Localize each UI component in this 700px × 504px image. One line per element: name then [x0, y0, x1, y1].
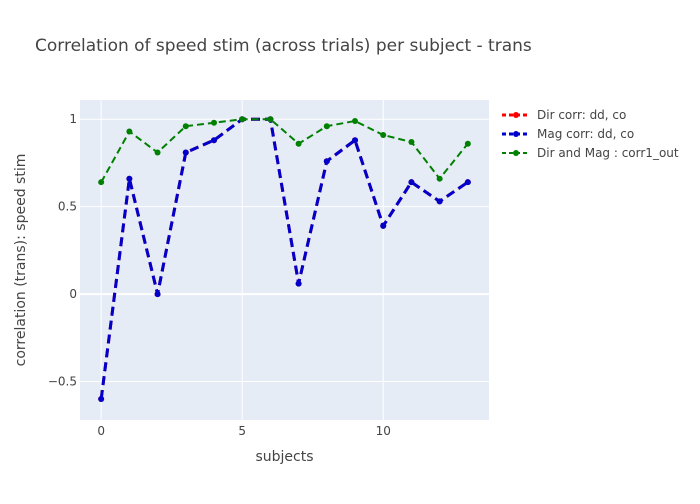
series-3-point[interactable]: [182, 123, 189, 130]
legend-marker: [513, 131, 519, 137]
legend-item-1[interactable]: Dir corr: dd, co: [502, 108, 626, 122]
series-2-point[interactable]: [436, 198, 443, 205]
series-2-point[interactable]: [380, 222, 387, 229]
series-2-point[interactable]: [295, 280, 302, 287]
legend-item-2[interactable]: Mag corr: dd, co: [502, 127, 634, 141]
series-3-point[interactable]: [352, 117, 359, 124]
y-tick-label: −0.5: [48, 375, 77, 389]
series-3-point[interactable]: [126, 128, 133, 135]
x-tick-label: 0: [97, 424, 105, 438]
x-tick-label: 10: [376, 424, 391, 438]
series-3-point[interactable]: [154, 149, 161, 156]
series-layer: [98, 116, 471, 403]
y-tick-label: 0: [69, 287, 77, 301]
series-3-point[interactable]: [295, 140, 302, 147]
series-3-point[interactable]: [323, 123, 330, 130]
legend-marker: [513, 150, 519, 156]
legend-label: Mag corr: dd, co: [537, 127, 634, 141]
series-3-line: [100, 118, 469, 183]
series-2-point[interactable]: [352, 137, 359, 144]
legend-label: Dir and Mag : corr1_out: [537, 146, 679, 160]
y-tick-label: 1: [69, 112, 77, 126]
legend-item-3[interactable]: Dir and Mag : corr1_out: [502, 146, 679, 160]
y-axis-title: correlation (trans): speed stim: [13, 154, 29, 367]
legend[interactable]: Dir corr: dd, co Mag corr: dd, co Dir and …: [502, 108, 679, 160]
series-2-point[interactable]: [464, 179, 471, 186]
x-axis-title: subjects: [255, 449, 313, 465]
legend-label: Dir corr: dd, co: [537, 108, 626, 122]
x-tick-label: 5: [238, 424, 246, 438]
series-2-point[interactable]: [98, 396, 105, 403]
series-3-point[interactable]: [267, 116, 274, 123]
series-3-point[interactable]: [210, 119, 217, 126]
series-3-point[interactable]: [380, 131, 387, 138]
series-2-point[interactable]: [323, 158, 330, 165]
series-2-point[interactable]: [408, 179, 415, 186]
series-2-line: [99, 117, 469, 400]
series-3-point[interactable]: [239, 116, 246, 123]
gridlines: [80, 100, 489, 420]
plot-area: [80, 100, 489, 420]
series-2-point[interactable]: [182, 149, 189, 156]
axis-ticks: 0 5 10 −0.5 0 0.5 1: [48, 112, 391, 438]
series-2-point[interactable]: [126, 175, 133, 182]
series-2-point[interactable]: [210, 137, 217, 144]
series-2-point[interactable]: [154, 291, 161, 298]
chart-title: Correlation of speed stim (across trials…: [35, 36, 532, 56]
legend-marker: [513, 112, 519, 118]
series-3-point[interactable]: [98, 179, 105, 186]
series-3-point[interactable]: [408, 138, 415, 145]
series-3: [98, 116, 471, 186]
y-tick-label: 0.5: [58, 200, 77, 214]
series-3-point[interactable]: [464, 140, 471, 147]
series-3-point[interactable]: [436, 175, 443, 182]
